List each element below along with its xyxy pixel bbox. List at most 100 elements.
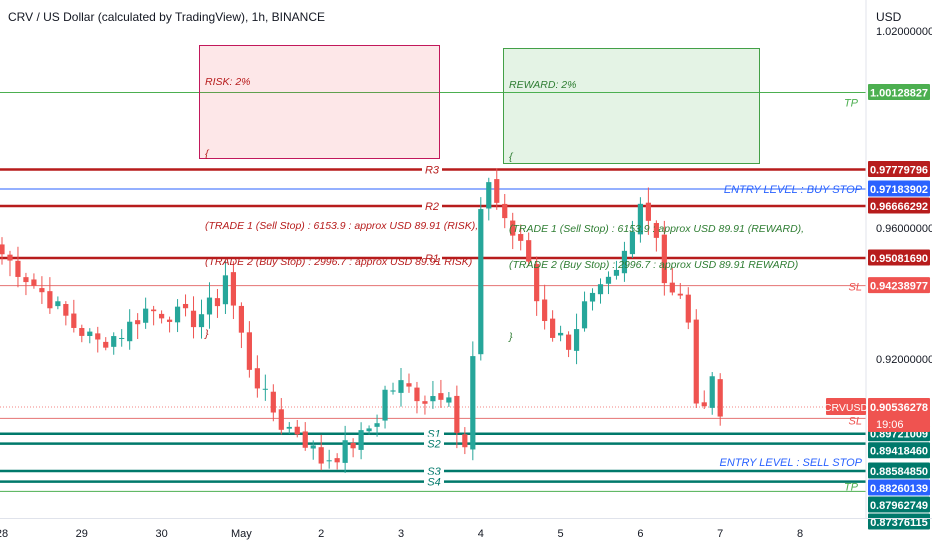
candle — [677, 283, 683, 299]
price-label[interactable]: 0.95081690 — [868, 249, 930, 266]
candle — [103, 337, 109, 351]
candle-body — [669, 282, 675, 293]
time-tick-label: 8 — [797, 528, 803, 540]
candle-body — [278, 409, 284, 430]
candle-body — [430, 396, 436, 402]
price-label-text: 0.88584850 — [870, 466, 928, 478]
candle-body — [222, 275, 229, 305]
price-label[interactable]: 0.87962749 — [868, 496, 930, 513]
candle-body — [589, 292, 596, 302]
candle — [502, 193, 508, 229]
risk-line — [205, 292, 434, 304]
current-price-tag[interactable]: CRVUSD 0.90536278 19:06 — [824, 397, 930, 432]
price-tick-label: 0.96000000 — [876, 223, 932, 235]
candle — [31, 273, 37, 289]
price-label[interactable]: 0.94238977 — [868, 277, 930, 294]
candle — [565, 331, 572, 358]
risk-line: RISK: 2% — [205, 76, 251, 88]
candle — [653, 220, 659, 252]
level-label-r2: R2 — [425, 201, 439, 213]
risk-line: { — [205, 148, 209, 160]
level-label-tp-lower: TP — [844, 481, 859, 493]
price-label-text: 0.88260139 — [870, 483, 928, 495]
candle-body — [23, 277, 29, 283]
candle — [294, 419, 300, 438]
level-label-s2: S2 — [427, 439, 440, 451]
candle-body — [637, 203, 643, 235]
candle — [709, 372, 715, 415]
candle — [374, 414, 380, 437]
candle — [318, 434, 324, 471]
candle-body — [478, 209, 484, 355]
candle-body — [398, 380, 404, 393]
price-label[interactable]: 0.88584850 — [868, 462, 930, 479]
candle-body — [462, 434, 468, 448]
reward-note[interactable]: REWARD: 2% { (TRADE 1 (Sell Stop) : 6153… — [503, 48, 804, 343]
price-label[interactable]: 0.89418460 — [868, 442, 930, 459]
risk-line — [205, 184, 434, 196]
time-tick-label: May — [231, 528, 252, 540]
candle — [446, 392, 452, 407]
price-label[interactable]: 1.00128827 — [868, 83, 930, 100]
candle-body — [111, 336, 117, 347]
time-tick-label: 30 — [155, 528, 167, 540]
candle — [47, 277, 53, 314]
candle-body — [390, 390, 396, 392]
risk-line: (TRADE 2 (Buy Stop) : 2996.7 : approx US… — [205, 256, 473, 268]
level-label-sl-lower: SL — [849, 415, 862, 427]
risk-line: } — [205, 328, 209, 340]
candle — [143, 297, 149, 329]
candle-body — [701, 402, 707, 407]
candle — [334, 453, 340, 470]
candle-body — [613, 269, 620, 276]
price-axis[interactable]: 1.02000000 0.96000000 0.92000000 1.00128827… — [824, 0, 932, 530]
candle — [95, 326, 101, 353]
label-bg — [422, 199, 442, 213]
price-label[interactable]: 0.97183902 — [868, 180, 930, 197]
candle — [278, 398, 284, 435]
time-axis[interactable]: 28 29 30 May 2 3 4 5 6 7 8 — [0, 518, 932, 541]
label-bg — [424, 436, 444, 450]
candle — [127, 309, 133, 350]
candle — [382, 385, 388, 429]
price-label[interactable]: 0.87376115 — [868, 513, 930, 530]
candle — [87, 328, 93, 344]
candle — [661, 220, 667, 296]
price-label[interactable]: 0.88260139 — [868, 479, 930, 496]
candle — [286, 422, 292, 434]
candle-body — [350, 442, 356, 449]
price-label[interactable]: 0.97779796 — [868, 161, 930, 178]
candle-body — [629, 231, 636, 255]
candle — [166, 316, 173, 333]
candle — [478, 197, 484, 361]
reward-line: { — [509, 151, 513, 163]
price-label[interactable]: 0.96666292 — [868, 197, 930, 214]
candle — [669, 268, 675, 296]
level-label-entry-sell-text: ENTRY LEVEL : SELL STOP — [720, 457, 863, 469]
level-label-tp-lower-text: TP — [844, 481, 859, 493]
candle-body — [214, 298, 221, 307]
candle — [55, 296, 61, 310]
risk-note[interactable]: RISK: 2% { (TRADE 1 (Sell Stop) : 6153.9… — [199, 45, 478, 340]
time-tick-label: 4 — [478, 528, 484, 540]
level-label-entry-sell: ENTRY LEVEL : SELL STOP — [720, 457, 863, 469]
reward-line: (TRADE 2 (Buy Stop) : 2996.7 : approx US… — [509, 259, 799, 271]
candle-body — [294, 426, 300, 435]
candle — [486, 177, 492, 221]
candle-body — [374, 423, 380, 427]
price-label-text: 0.87962749 — [870, 500, 928, 512]
candle — [342, 425, 348, 473]
candle-body — [334, 458, 340, 463]
candle — [302, 422, 308, 451]
candle — [398, 367, 404, 407]
symbol-tag-text: CRVUSD — [824, 402, 869, 414]
level-label-s4: S4 — [427, 477, 440, 489]
candle-body — [558, 332, 564, 336]
candle-body — [518, 234, 524, 241]
price-label-bg — [868, 197, 930, 214]
candle-body — [302, 431, 308, 448]
candle — [597, 278, 604, 304]
candle — [645, 187, 651, 235]
